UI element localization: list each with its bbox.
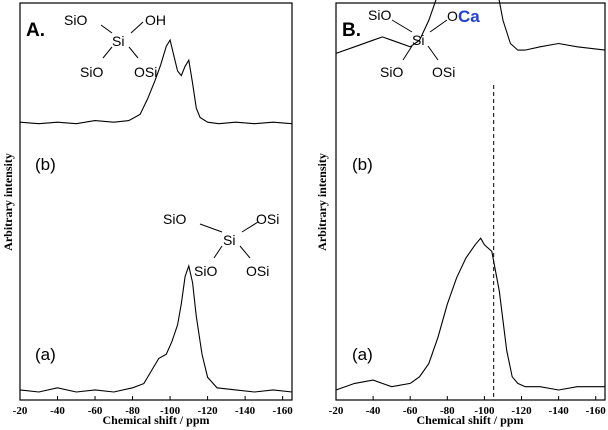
panel-b-series-b-label: (b) [352,155,373,174]
panel-a-series-b-label: (b) [35,155,56,174]
svg-text:SiO: SiO [64,12,87,28]
panel-a-tick-label: -40 [50,405,65,417]
panel-b-tick-label: -140 [549,405,570,417]
svg-text:OSi: OSi [134,64,157,80]
panel-a-ticks: -20 -40 -60 -80 -100 -120 -140 -160 [13,396,294,417]
svg-text:SiO: SiO [194,263,217,279]
panel-a-label: A. [26,20,45,41]
svg-text:SiO: SiO [380,64,403,80]
panel-b-xlabel: Chemical shift / ppm [416,413,523,427]
panel-b-frame [335,2,606,401]
panel-b-series-a-label: (a) [352,345,373,364]
panel-a-structure-siloxane: SiO OSi Si SiO OSi [163,211,279,279]
panel-b-tick-label: -120 [511,405,532,417]
panel-a-tick-label: -20 [13,405,28,417]
panel-b-structure-calcium: SiO O Ca Si SiO OSi [368,7,480,80]
svg-text:OH: OH [145,12,166,28]
panel-b-tick-label: -40 [366,405,381,417]
panel-a: A. Arbitrary intensity Chemical shift / … [1,2,294,427]
panel-b-tick-label: -100 [474,405,495,417]
svg-text:Si: Si [112,33,124,49]
panel-b-tick-label: -20 [329,405,344,417]
svg-text:Si: Si [223,232,235,248]
svg-text:OSi: OSi [432,64,455,80]
panel-b-tick-label: -60 [403,405,418,417]
svg-text:O: O [447,8,458,24]
panel-a-xlabel: Chemical shift / ppm [102,413,209,427]
panel-a-tick-label: -80 [125,405,140,417]
calcium-label: Ca [458,7,480,26]
svg-text:SiO: SiO [368,7,391,23]
panel-b-tick-label: -80 [440,405,455,417]
svg-text:Si: Si [412,32,424,48]
panel-b-series-b-line [335,0,606,54]
panel-b-tick-label: -160 [586,405,607,417]
panel-a-series-a-label: (a) [35,345,56,364]
svg-text:SiO: SiO [163,211,186,227]
panel-a-tick-label: -120 [198,405,219,417]
panel-a-structure-silanol: SiO OH Si SiO OSi [64,12,166,80]
panel-b-ylabel: Arbitrary intensity [315,153,329,251]
panel-b-label: B. [342,20,361,41]
svg-text:OSi: OSi [246,263,269,279]
panel-b: B. Arbitrary intensity Chemical shift / … [315,0,606,427]
panel-a-tick-label: -60 [88,405,103,417]
panel-a-ylabel: Arbitrary intensity [1,153,15,251]
panel-a-tick-label: -160 [273,405,294,417]
panel-a-tick-label: -100 [160,405,181,417]
panel-b-series-a-line [335,237,605,391]
panel-a-tick-label: -140 [235,405,256,417]
panel-a-frame [19,2,293,401]
panel-a-series-b-line [19,38,293,125]
panel-a-series-a-line [19,264,293,393]
svg-text:OSi: OSi [256,211,279,227]
panel-b-ticks: -20 -40 -60 -80 -100 -120 -140 -160 [329,396,607,417]
svg-text:SiO: SiO [80,64,103,80]
